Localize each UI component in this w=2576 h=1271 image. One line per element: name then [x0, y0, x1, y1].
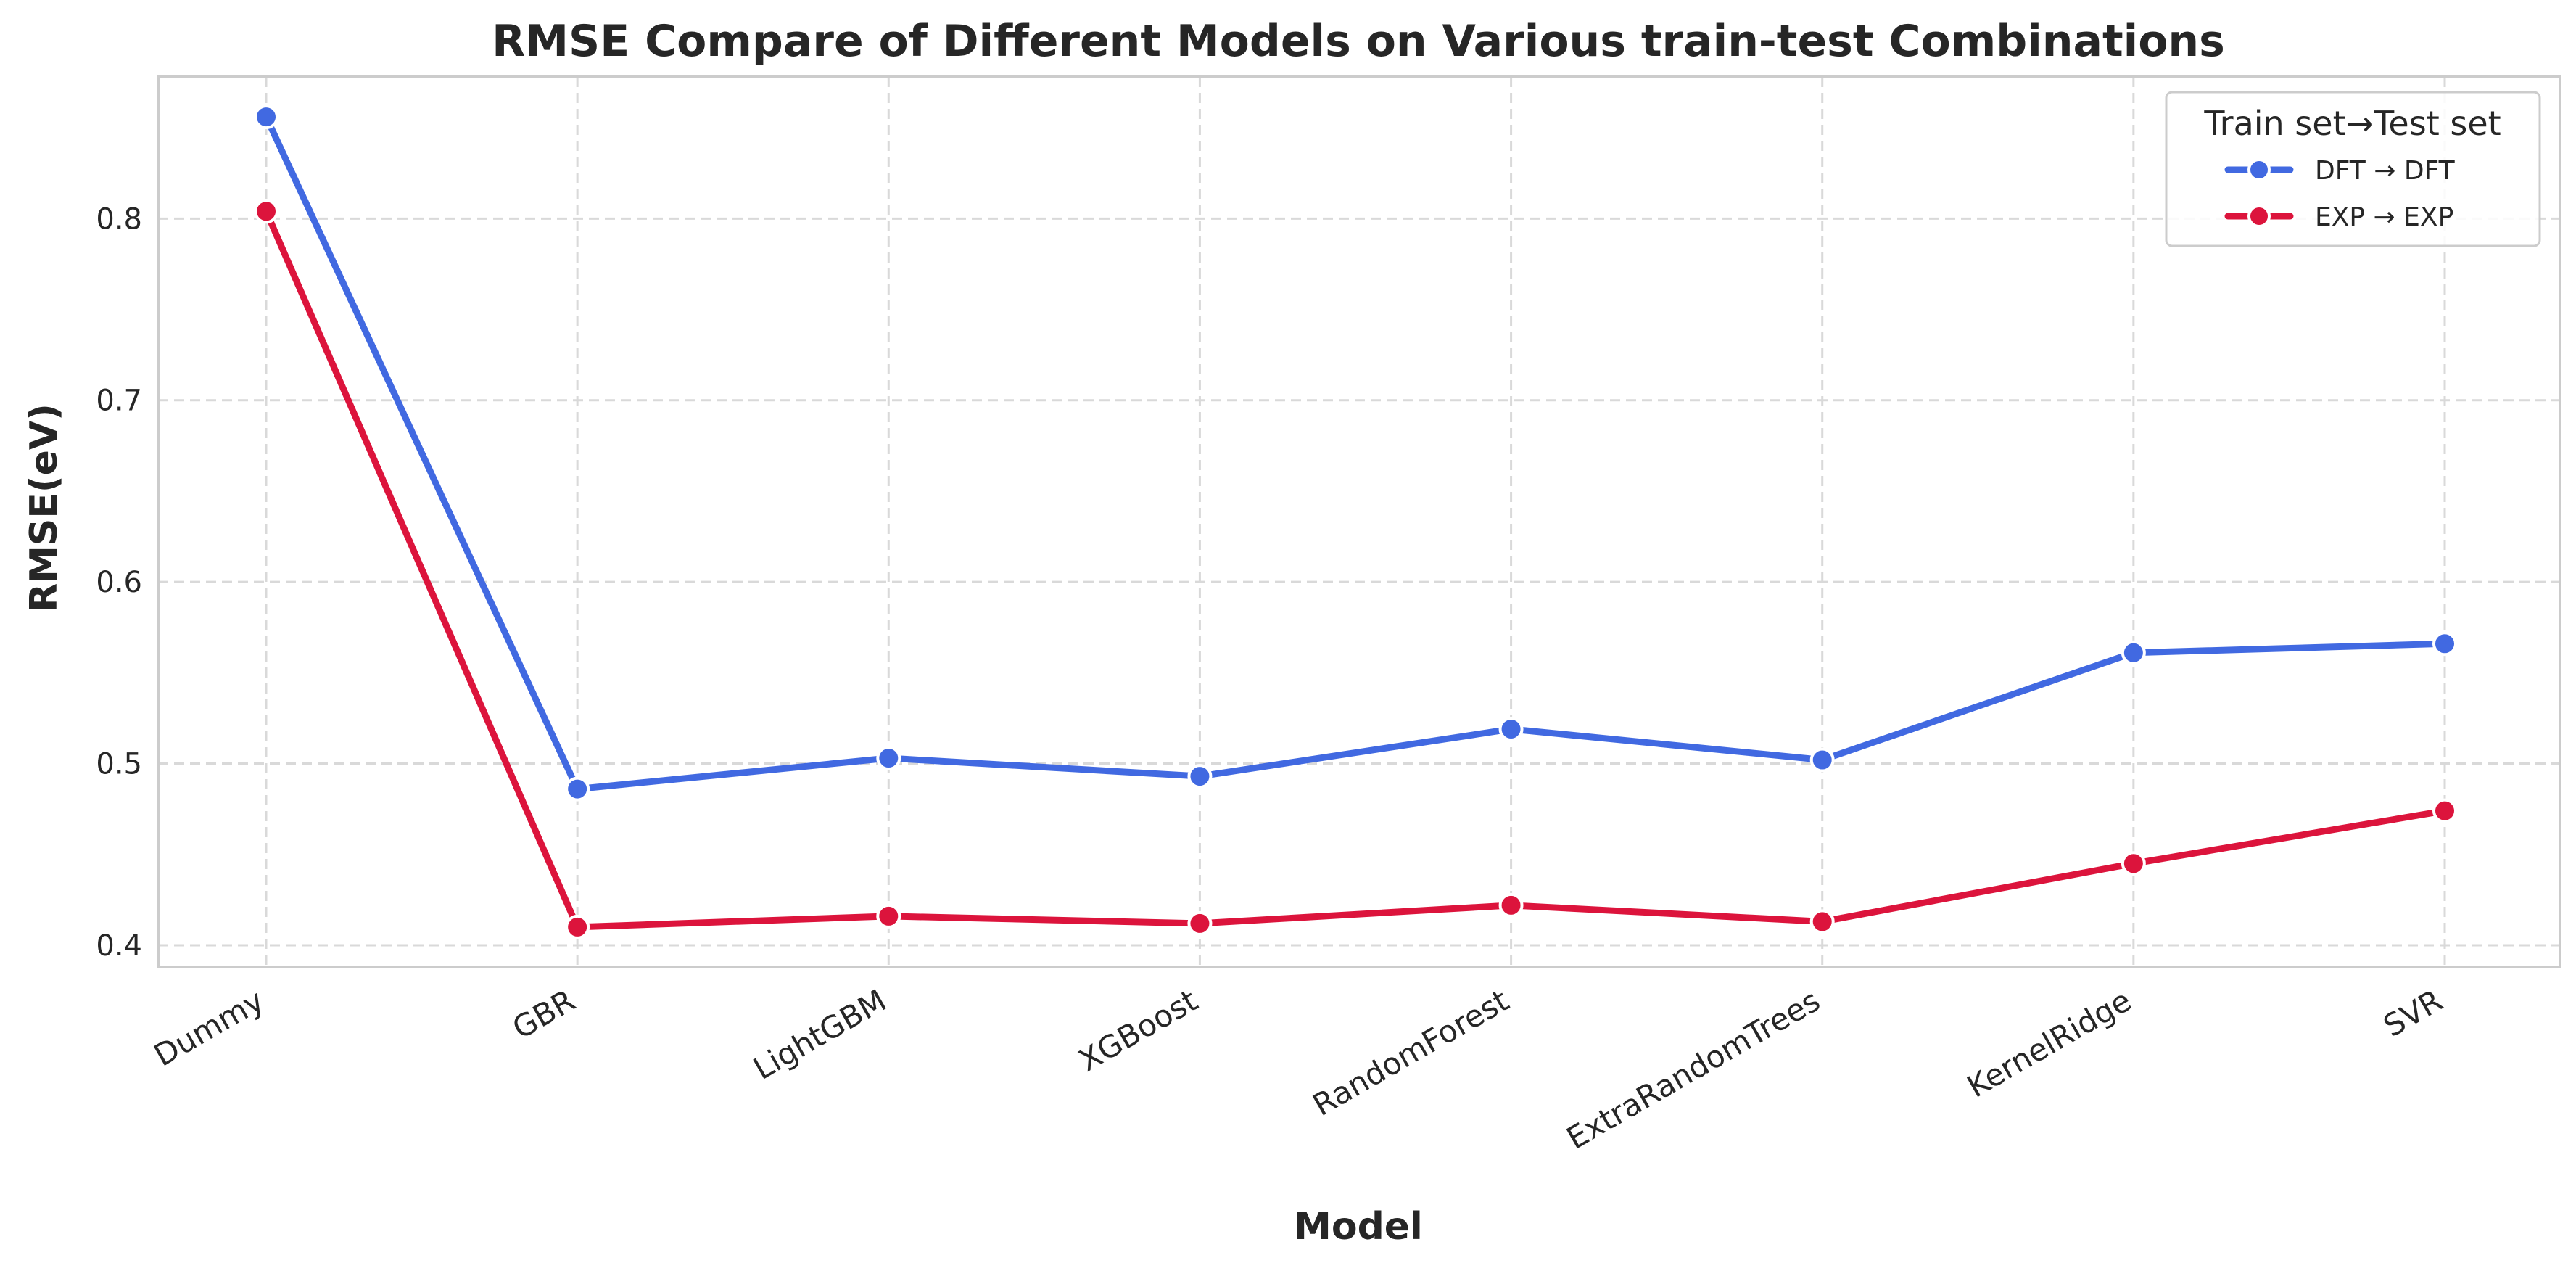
- x-axis-label: Model: [1294, 1205, 1423, 1249]
- x-tick-label: RandomForest: [1307, 982, 1515, 1123]
- data-point: [1187, 764, 1213, 789]
- legend-label: DFT → DFT: [2315, 156, 2456, 186]
- legend-item: EXP → EXP: [2224, 202, 2453, 232]
- data-point: [254, 199, 278, 224]
- data-point: [1498, 892, 1524, 918]
- data-point: [2432, 798, 2457, 823]
- data-point: [1809, 909, 1835, 934]
- chart-title: RMSE Compare of Different Models on Vari…: [492, 16, 2225, 67]
- plot-frame: [157, 75, 2561, 968]
- legend-title: Train set→Test set: [2203, 104, 2501, 143]
- series-1: [254, 104, 2457, 802]
- x-tick-label: Dummy: [148, 982, 270, 1073]
- x-tick-label: KernelRidge: [1961, 982, 2137, 1104]
- data-point: [2432, 631, 2457, 657]
- series-line: [263, 113, 2448, 793]
- legend-item: DFT → DFT: [2224, 156, 2456, 186]
- data-point: [254, 104, 278, 130]
- x-tick-label: ExtraRandomTrees: [1561, 982, 1826, 1156]
- legend-swatch-marker: [2247, 205, 2271, 228]
- y-tick-label: 0.6: [96, 566, 142, 599]
- y-tick-label: 0.8: [96, 202, 142, 236]
- data-point: [565, 914, 590, 939]
- data-point: [2121, 851, 2146, 876]
- data-point: [1498, 716, 1524, 741]
- x-tick-label: XGBoost: [1073, 982, 1203, 1078]
- data-point: [2121, 640, 2146, 665]
- data-point: [1187, 910, 1213, 936]
- x-tick-label: LightGBM: [747, 982, 892, 1087]
- y-axis-label: RMSE(eV): [22, 403, 66, 612]
- legend-swatch-marker: [2247, 158, 2271, 181]
- x-tick-label: GBR: [506, 982, 581, 1046]
- data-point: [1809, 747, 1835, 773]
- series-group: [254, 104, 2457, 939]
- series-line: [263, 207, 2448, 931]
- series-2: [254, 199, 2457, 939]
- y-axis: 0.4 0.5 0.6 0.7 0.8: [96, 202, 142, 963]
- x-axis: Dummy GBR LightGBM XGBoost RandomForest Extra…: [148, 982, 2448, 1156]
- data-point: [876, 903, 901, 929]
- x-tick-label: SVR: [2377, 982, 2448, 1044]
- legend-label: EXP → EXP: [2315, 202, 2453, 232]
- data-point: [565, 776, 590, 802]
- y-tick-label: 0.4: [96, 929, 142, 963]
- y-tick-label: 0.7: [96, 384, 142, 418]
- y-tick-label: 0.5: [96, 748, 142, 781]
- data-point: [876, 746, 901, 771]
- legend: Train set→Test set DFT → DFT EXP → EXP: [2165, 91, 2541, 247]
